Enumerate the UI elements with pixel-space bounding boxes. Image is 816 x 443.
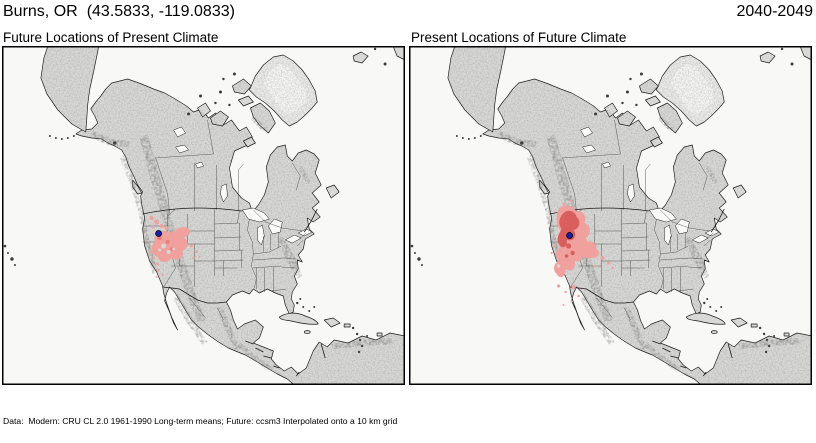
page-title: Burns, OR (43.5833, -119.0833)	[3, 3, 235, 21]
left-map-title: Future Locations of Present Climate	[3, 30, 219, 45]
location-marker	[566, 232, 573, 239]
credit-line-data: Data: Modern: CRU CL 2.0 1961-1990 Long-…	[3, 415, 398, 426]
analog-region-core	[557, 210, 580, 258]
analog-region-mid	[157, 235, 174, 251]
map-present-locations-of-future-climate	[409, 46, 812, 385]
period-label: 2040-2049	[736, 3, 813, 20]
data-credits: Data: Modern: CRU CL 2.0 1961-1990 Long-…	[3, 389, 622, 443]
analog-region-holes	[557, 264, 571, 278]
location-marker	[155, 230, 163, 237]
map-future-locations-of-present-climate	[2, 46, 405, 385]
location-name: Burns, OR	[3, 3, 78, 20]
right-map-title: Present Locations of Future Climate	[411, 30, 627, 45]
analog-region-holes	[158, 243, 175, 254]
location-coordinates: (43.5833, -119.0833)	[86, 3, 235, 20]
